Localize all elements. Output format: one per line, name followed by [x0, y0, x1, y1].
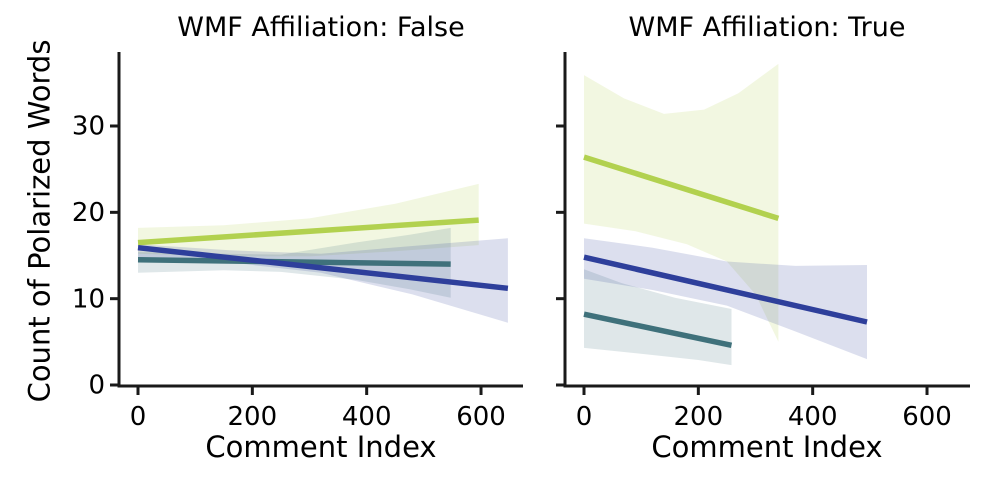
panel-title-false: WMF Affiliation: False	[177, 12, 465, 43]
x-tick-label: 400	[788, 402, 838, 432]
x-tick-label: 400	[342, 402, 392, 432]
y-axis-label: Count of Polarized Words	[22, 39, 57, 403]
x-axis-label-left: Comment Index	[205, 430, 437, 464]
confidence-band-teal-series	[584, 269, 732, 366]
x-tick-label: 0	[130, 402, 147, 432]
regression-line-teal-series	[583, 311, 733, 348]
x-tick-label: 200	[228, 402, 278, 432]
x-tick-label: 200	[674, 402, 724, 432]
panel-title-true: WMF Affiliation: True	[628, 12, 906, 43]
y-tick-label: 10	[72, 284, 105, 314]
y-tick-label: 0	[88, 371, 105, 401]
regression-line-green-series	[583, 154, 780, 222]
regression-line-teal-series	[137, 257, 451, 267]
x-tick-label: 600	[902, 402, 952, 432]
y-tick-label: 20	[72, 198, 105, 228]
x-tick-label: 600	[456, 402, 506, 432]
regression-line-blue-series	[583, 254, 868, 325]
confidence-band-blue-series	[584, 238, 867, 360]
x-axis-label-right: Comment Index	[651, 430, 883, 464]
regression-line-blue-series	[137, 244, 509, 292]
y-tick-label: 30	[72, 112, 105, 142]
confidence-band-green-series	[584, 63, 779, 342]
x-tick-label: 0	[576, 402, 593, 432]
regression-line-green-series	[137, 217, 479, 246]
